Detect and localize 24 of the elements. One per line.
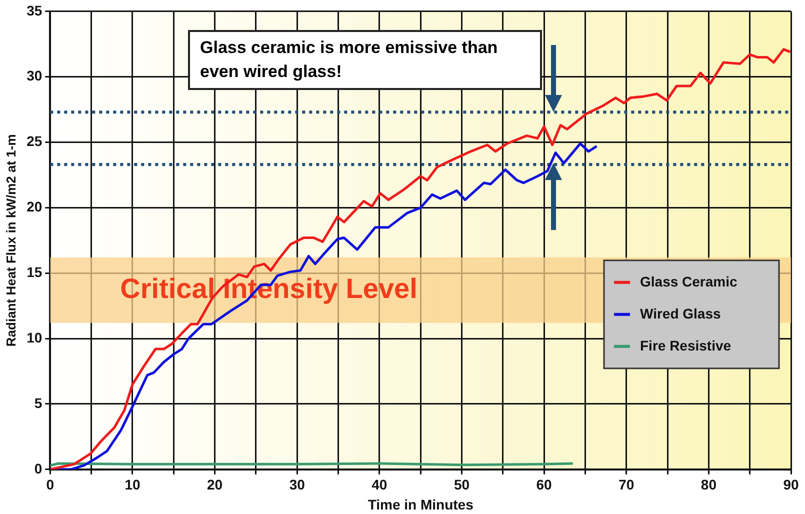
y-tick-label: 20 <box>26 198 42 215</box>
x-tick-label: 40 <box>372 476 388 493</box>
x-tick-label: 70 <box>618 476 634 493</box>
legend-label: Wired Glass <box>640 305 722 322</box>
y-tick-label: 5 <box>34 394 42 411</box>
y-axis-title: Radiant Heat Flux in kW/m2 at 1-m <box>3 134 18 347</box>
callout-box: Glass ceramic is more emissive than even wired glass! <box>188 30 542 90</box>
y-tick-label: 30 <box>26 68 42 84</box>
y-tick-label: 0 <box>34 460 42 476</box>
x-tick-label: 10 <box>124 476 140 493</box>
x-tick-label: 30 <box>289 476 306 493</box>
y-tick-label: 10 <box>26 329 42 346</box>
legend-label: Glass Ceramic <box>640 273 738 290</box>
x-tick-label: 0 <box>46 476 54 493</box>
y-tick-label: 25 <box>26 133 42 150</box>
y-tick-label: 35 <box>26 2 42 18</box>
x-tick-label: 80 <box>700 476 717 493</box>
x-axis-title: Time in Minutes <box>368 496 474 512</box>
x-tick-label: 90 <box>783 476 799 493</box>
x-tick-label: 20 <box>207 476 223 493</box>
y-tick-label: 15 <box>26 264 42 280</box>
legend-label: Fire Resistive <box>640 337 732 354</box>
x-tick-label: 60 <box>536 476 552 493</box>
x-tick-label: 50 <box>454 476 470 493</box>
